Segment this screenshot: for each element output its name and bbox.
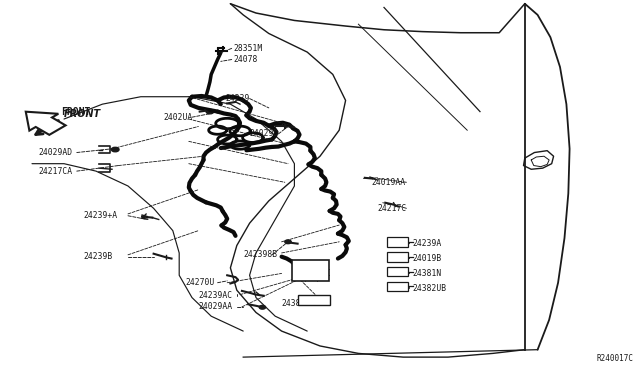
Text: 24239+A: 24239+A <box>83 211 117 220</box>
Text: 24029AD: 24029AD <box>38 148 72 157</box>
Text: 28351M: 28351M <box>234 44 263 53</box>
Text: 2402UA: 2402UA <box>163 113 193 122</box>
Bar <box>387 282 408 291</box>
Text: 24239B: 24239B <box>83 252 113 261</box>
Text: 24239A: 24239A <box>413 239 442 248</box>
Bar <box>298 295 330 305</box>
Text: FRONT: FRONT <box>61 107 90 117</box>
Bar <box>387 252 408 262</box>
Text: 24270U: 24270U <box>186 278 215 287</box>
Text: 242398B: 242398B <box>243 250 277 259</box>
Text: 24382UA: 24382UA <box>282 299 316 308</box>
Bar <box>387 237 408 247</box>
Text: 24239: 24239 <box>225 94 250 103</box>
Text: 24239AC: 24239AC <box>198 291 232 300</box>
Text: 24029D: 24029D <box>250 129 279 138</box>
Circle shape <box>206 109 214 114</box>
Text: R240017C: R240017C <box>596 354 634 363</box>
Circle shape <box>259 305 266 309</box>
Circle shape <box>285 240 291 244</box>
Text: 24381N: 24381N <box>413 269 442 278</box>
Polygon shape <box>26 112 65 135</box>
Text: 24019B: 24019B <box>413 254 442 263</box>
Bar <box>387 267 408 276</box>
Circle shape <box>111 147 119 152</box>
Bar <box>292 260 329 281</box>
Text: 24217CA: 24217CA <box>38 167 72 176</box>
Text: 24019AA: 24019AA <box>371 178 405 187</box>
Text: 24382UB: 24382UB <box>413 284 447 293</box>
Text: FRONT: FRONT <box>64 109 101 119</box>
Text: 24217C: 24217C <box>378 204 407 213</box>
Text: 24078: 24078 <box>234 55 258 64</box>
Text: 24029AA: 24029AA <box>198 302 232 311</box>
